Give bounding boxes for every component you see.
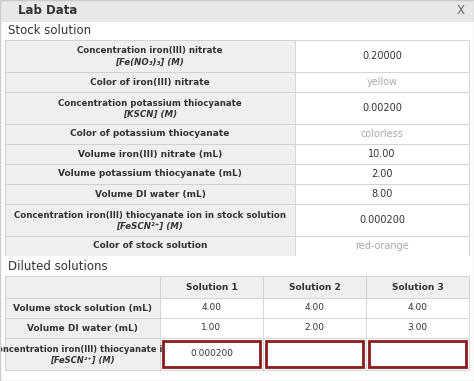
- Text: X: X: [457, 5, 465, 18]
- Bar: [5, 164, 469, 184]
- Bar: [5, 144, 295, 164]
- Bar: [5, 92, 295, 124]
- Text: Volume DI water (mL): Volume DI water (mL): [27, 323, 138, 333]
- Text: 0.20000: 0.20000: [362, 51, 402, 61]
- Bar: [160, 298, 263, 318]
- Text: Volume DI water (mL): Volume DI water (mL): [94, 189, 205, 199]
- Bar: [263, 276, 366, 298]
- Bar: [160, 318, 263, 338]
- Bar: [5, 72, 295, 92]
- Bar: [366, 298, 469, 318]
- Text: 8.00: 8.00: [371, 189, 392, 199]
- Bar: [295, 40, 469, 72]
- Text: 2.00: 2.00: [371, 169, 393, 179]
- Bar: [160, 276, 263, 298]
- Bar: [5, 40, 295, 72]
- Bar: [369, 341, 466, 367]
- Bar: [5, 338, 160, 370]
- Text: Concentration potassium thiocyanate: Concentration potassium thiocyanate: [58, 99, 242, 107]
- Bar: [163, 341, 260, 367]
- Bar: [160, 338, 263, 370]
- Bar: [5, 184, 295, 204]
- Text: Color of iron(III) nitrate: Color of iron(III) nitrate: [90, 77, 210, 86]
- Text: red-orange: red-orange: [355, 241, 409, 251]
- Text: Solution 1: Solution 1: [186, 282, 237, 291]
- Text: 3.00: 3.00: [408, 323, 428, 333]
- Bar: [5, 144, 469, 164]
- Bar: [5, 204, 469, 236]
- Text: yellow: yellow: [366, 77, 398, 87]
- Text: 10.00: 10.00: [368, 149, 396, 159]
- Text: 4.00: 4.00: [408, 304, 428, 312]
- Text: Solution 2: Solution 2: [289, 282, 340, 291]
- Bar: [0, 256, 474, 276]
- Bar: [5, 184, 469, 204]
- Text: Color of stock solution: Color of stock solution: [93, 242, 207, 250]
- Text: Volume iron(III) nitrate (mL): Volume iron(III) nitrate (mL): [78, 149, 222, 158]
- Bar: [5, 40, 469, 72]
- Bar: [5, 236, 469, 256]
- Text: 0.00200: 0.00200: [362, 103, 402, 113]
- Text: 2.00: 2.00: [304, 323, 325, 333]
- Text: [KSCN] (M): [KSCN] (M): [123, 109, 177, 118]
- Text: Volume potassium thiocyanate (mL): Volume potassium thiocyanate (mL): [58, 170, 242, 179]
- Text: Volume stock solution (mL): Volume stock solution (mL): [13, 304, 152, 312]
- Bar: [5, 92, 469, 124]
- Text: Lab Data: Lab Data: [18, 5, 77, 18]
- Bar: [266, 341, 363, 367]
- Text: colorless: colorless: [361, 129, 403, 139]
- Bar: [5, 72, 469, 92]
- Text: 4.00: 4.00: [304, 304, 325, 312]
- Text: Stock solution: Stock solution: [8, 24, 91, 37]
- Text: [FeSCN²⁺] (M): [FeSCN²⁺] (M): [50, 355, 115, 365]
- Bar: [295, 204, 469, 236]
- Bar: [295, 164, 469, 184]
- Bar: [5, 124, 469, 144]
- Bar: [5, 276, 160, 298]
- Bar: [366, 276, 469, 298]
- Text: Diluted solutions: Diluted solutions: [8, 259, 108, 272]
- Bar: [263, 318, 366, 338]
- Bar: [263, 338, 366, 370]
- Text: Color of potassium thiocyanate: Color of potassium thiocyanate: [70, 130, 230, 139]
- Bar: [5, 164, 295, 184]
- Bar: [295, 144, 469, 164]
- Bar: [366, 338, 469, 370]
- Bar: [295, 72, 469, 92]
- Text: 0.000200: 0.000200: [190, 349, 233, 359]
- Bar: [0, 0, 474, 22]
- Text: Solution 3: Solution 3: [392, 282, 443, 291]
- Text: [FeSCN²⁺] (M): [FeSCN²⁺] (M): [117, 221, 183, 231]
- Bar: [295, 236, 469, 256]
- Bar: [366, 318, 469, 338]
- Bar: [263, 298, 366, 318]
- Text: 1.00: 1.00: [201, 323, 221, 333]
- Text: [Fe(NO₃)₃] (M): [Fe(NO₃)₃] (M): [116, 58, 184, 67]
- Text: 0.000200: 0.000200: [359, 215, 405, 225]
- Bar: [5, 204, 295, 236]
- Text: 4.00: 4.00: [201, 304, 221, 312]
- Bar: [5, 298, 160, 318]
- Text: Concentration iron(III) thiocyanate ion in stock solution: Concentration iron(III) thiocyanate ion …: [14, 210, 286, 219]
- Bar: [295, 92, 469, 124]
- Bar: [295, 184, 469, 204]
- Bar: [5, 318, 160, 338]
- Bar: [5, 236, 295, 256]
- Text: Concentration iron(III) thiocyanate ion: Concentration iron(III) thiocyanate ion: [0, 344, 174, 354]
- Text: Concentration iron(III) nitrate: Concentration iron(III) nitrate: [77, 46, 223, 56]
- Bar: [5, 276, 469, 298]
- Bar: [295, 124, 469, 144]
- Bar: [0, 22, 474, 40]
- Bar: [5, 124, 295, 144]
